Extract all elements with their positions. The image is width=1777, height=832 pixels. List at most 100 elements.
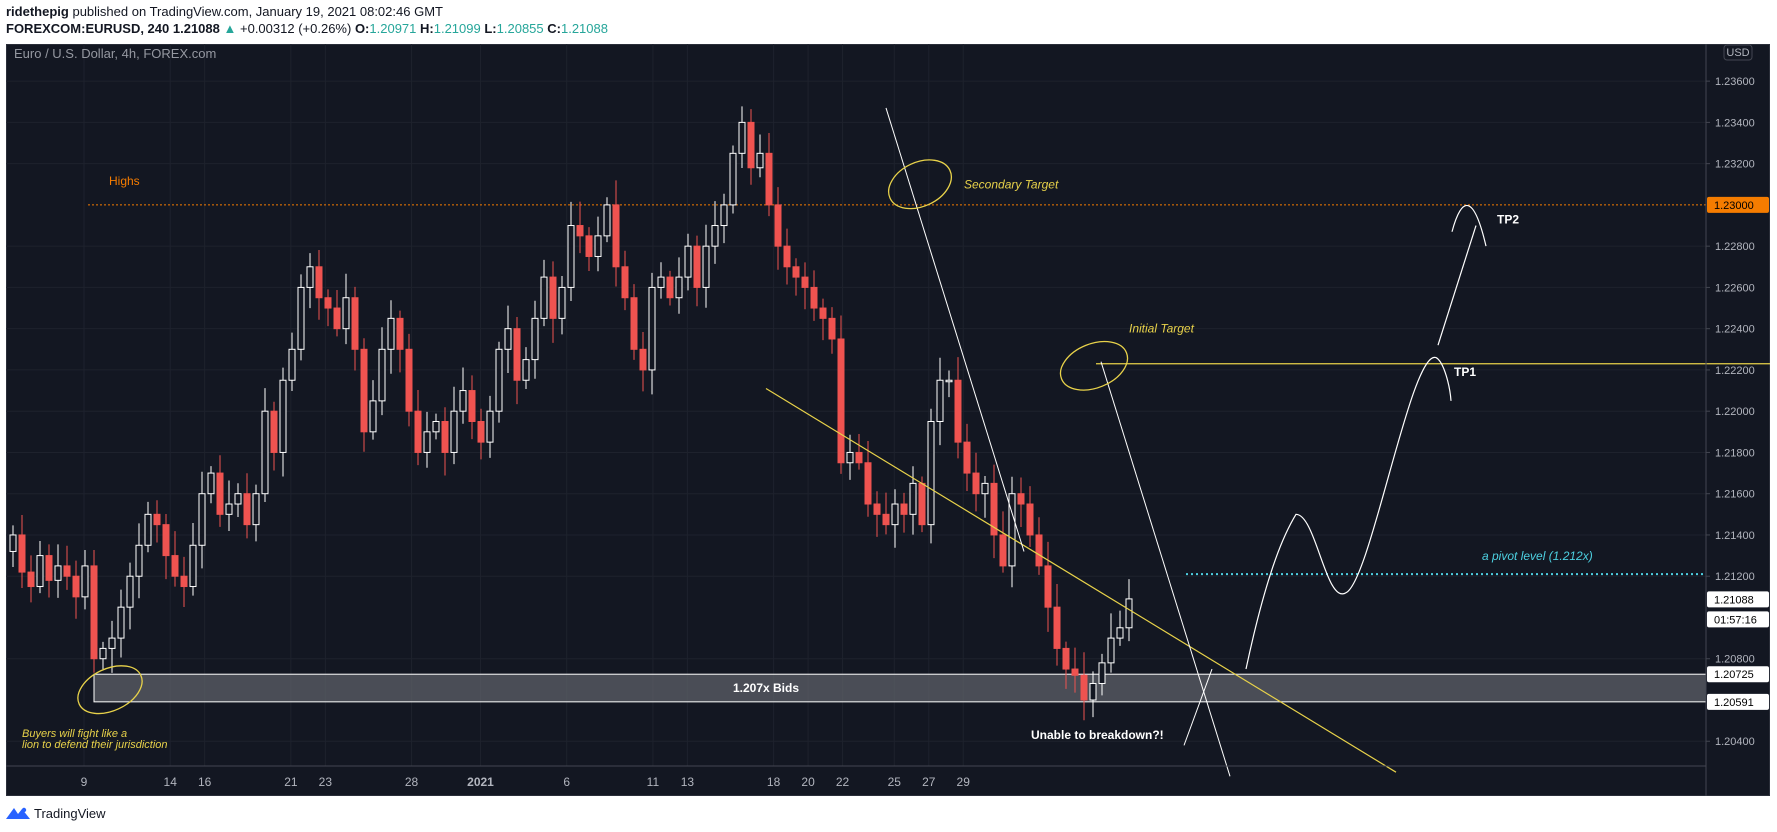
price-tick-label: 1.22200: [1715, 365, 1755, 377]
candle-up: [342, 297, 350, 330]
candle-down: [612, 204, 620, 268]
candle-down: [414, 410, 422, 453]
tradingview-logo-icon[interactable]: [6, 805, 30, 821]
time-tick-label: 20: [801, 775, 815, 789]
chart-canvas[interactable]: Euro / U.S. Dollar, 4h, FOREX.com Highs Se…: [6, 44, 1770, 796]
time-tick-label: 16: [198, 775, 212, 789]
highs-label: Highs: [109, 174, 140, 188]
time-axis[interactable]: 9 14 16 21 23 28 2021 6 11 13 18 20 22 25 27 29: [6, 765, 1706, 789]
highs-price-badge-box: [1707, 196, 1769, 213]
projection-path: [1245, 356, 1452, 670]
candle-down: [441, 421, 449, 453]
pivot-label: a pivot level (1.212x): [1482, 549, 1593, 563]
candle-down: [990, 482, 998, 536]
time-tick-label: 22: [836, 775, 850, 789]
candle-down: [1053, 606, 1061, 649]
open-label: O:: [354, 21, 370, 36]
time-tick-label: 11: [647, 775, 660, 789]
candle-down: [621, 266, 629, 299]
candle-down: [882, 513, 890, 526]
candle-up: [1098, 662, 1106, 684]
candle-up: [36, 555, 44, 588]
candle-down: [576, 225, 584, 237]
candle-down: [873, 503, 881, 515]
candle-down: [783, 245, 791, 268]
time-tick-label: 2021: [467, 775, 494, 789]
candle-up: [99, 647, 107, 660]
candle-down: [180, 575, 188, 588]
candle-up: [684, 245, 692, 278]
candle-up: [432, 421, 440, 433]
candle-down: [801, 276, 809, 288]
zone-top-badge-box: [1707, 666, 1769, 683]
price-tick-label: 1.23200: [1715, 159, 1755, 171]
candle-down: [360, 348, 368, 433]
candle-down: [549, 276, 557, 319]
candle-up: [306, 266, 314, 288]
candle-down: [693, 245, 701, 288]
candle-up: [252, 493, 260, 526]
annotations: Euro / U.S. Dollar, 4h, FOREX.com Highs Se…: [14, 46, 1593, 777]
time-tick-label: 13: [681, 775, 695, 789]
candle-down: [63, 565, 71, 577]
candle-down: [315, 266, 323, 299]
candle-down: [171, 555, 179, 577]
candle-down: [792, 266, 800, 278]
candle-up: [81, 565, 89, 598]
author-name[interactable]: ridethepig: [6, 4, 69, 19]
candle-down: [153, 513, 161, 526]
candle-up: [756, 152, 764, 169]
tp1-label: TP1: [1454, 365, 1476, 379]
candle-down: [765, 152, 773, 206]
fall-line-1: [885, 107, 1025, 552]
candle-up: [225, 503, 233, 515]
price-tick-label: 1.23600: [1715, 76, 1755, 88]
countdown-badge-box: [1707, 611, 1769, 628]
price-axis[interactable]: USD 1.23600 1.23400 1.23200 1.22800 1.22600 1.…: [1705, 44, 1769, 796]
candle-down: [855, 451, 863, 464]
price-tick-label: 1.21600: [1715, 489, 1755, 501]
candle-up: [711, 225, 719, 247]
candle-up: [1089, 682, 1097, 701]
up-arrow-icon: ▲: [223, 21, 237, 36]
candle-up: [369, 400, 377, 433]
price-tick-label: 1.22000: [1715, 406, 1755, 418]
symbol-line: FOREXCOM:EURUSD, 240 1.21088 ▲ +0.00312 …: [6, 21, 608, 36]
candle-up: [558, 286, 566, 319]
candle-up: [189, 544, 197, 588]
open-value: 1.20971: [369, 21, 417, 36]
candle-up: [450, 410, 458, 453]
high-value: 1.21099: [433, 21, 481, 36]
candle-up: [1008, 493, 1016, 567]
candle-down: [1044, 565, 1052, 608]
price-tick-label: 1.20800: [1715, 654, 1755, 666]
close-value: 1.21088: [560, 21, 608, 36]
last-price: 1.21088: [172, 21, 220, 36]
candle-down: [396, 317, 404, 350]
fall-line-2: [1100, 361, 1231, 777]
zone-bottom-badge-box: [1707, 693, 1769, 710]
candle-up: [135, 544, 143, 577]
candle-up: [495, 348, 503, 412]
tp2-label: TP2: [1497, 212, 1519, 226]
candle-down: [477, 421, 485, 443]
candle-up: [603, 204, 611, 237]
time-tick-label: 29: [957, 775, 971, 789]
zone-top-badge: 1.20725: [1714, 669, 1754, 681]
candle-down: [774, 204, 782, 247]
candle-down: [333, 307, 341, 330]
candle-down: [900, 503, 908, 515]
candle-down: [243, 493, 251, 526]
chart-frame: [6, 44, 1770, 796]
time-tick-label: 9: [81, 775, 88, 789]
candle-down: [405, 348, 413, 412]
candle-up: [207, 472, 215, 495]
time-tick-label: 25: [888, 775, 902, 789]
time-tick-label: 14: [164, 775, 178, 789]
candle-down: [747, 121, 755, 169]
initial-target-label: Initial Target: [1129, 322, 1195, 336]
candle-down: [999, 534, 1007, 567]
candle-up: [540, 276, 548, 319]
candle-down: [18, 534, 26, 573]
symbol-label[interactable]: FOREXCOM:EURUSD, 240: [6, 21, 170, 36]
